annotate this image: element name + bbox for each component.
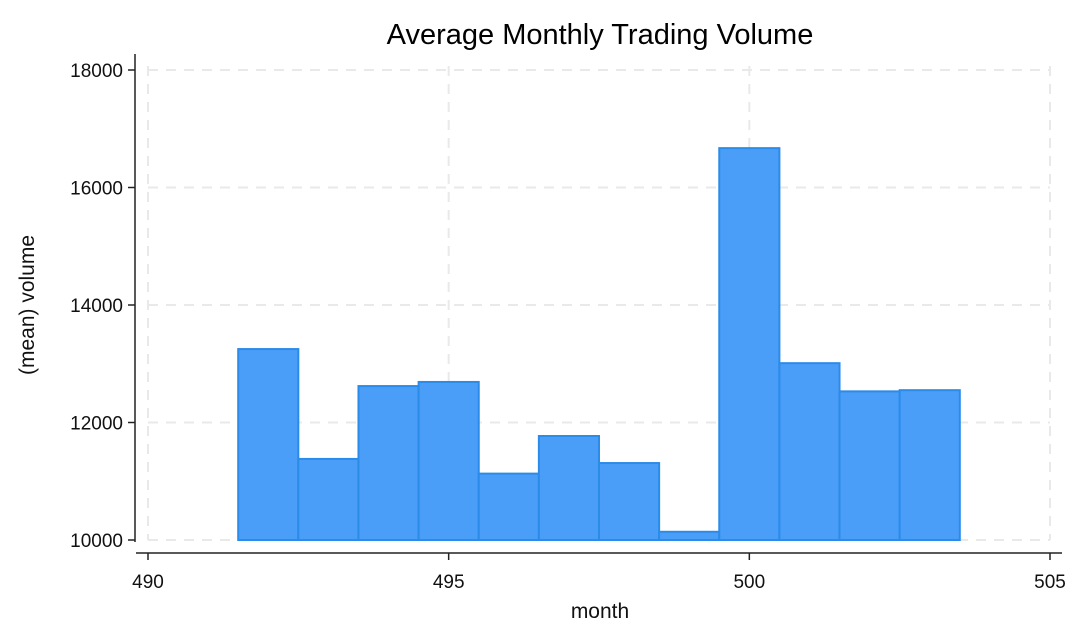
bar-month-492 <box>237 348 300 541</box>
chart-title: Average Monthly Trading Volume <box>387 19 814 51</box>
tick-labels: 10000 12000 14000 16000 18000 490 495 500 505 <box>70 61 1066 593</box>
bar-month-501 <box>778 362 841 541</box>
x-tick-label: 490 <box>132 572 164 593</box>
bar-month-494 <box>357 385 420 542</box>
y-tick-label: 16000 <box>70 179 123 200</box>
x-axis-label: month <box>571 600 629 623</box>
bar-month-502 <box>838 390 901 541</box>
bar-month-496 <box>477 472 540 541</box>
bar-month-498 <box>598 462 661 542</box>
x-tick-label: 500 <box>733 572 765 593</box>
bar-month-493 <box>297 457 360 541</box>
y-tick-label: 10000 <box>70 531 123 552</box>
bar-month-499 <box>658 530 721 542</box>
bar-month-503 <box>898 389 961 541</box>
x-tick-label: 505 <box>1034 572 1066 593</box>
x-tick-label: 495 <box>433 572 465 593</box>
y-tick-label: 14000 <box>70 296 123 317</box>
bar-month-500 <box>718 147 781 541</box>
y-tick-label: 18000 <box>70 61 123 82</box>
y-tick-label: 12000 <box>70 414 123 435</box>
bar-month-497 <box>537 435 600 542</box>
bar-series <box>237 147 961 542</box>
y-axis-label: (mean) volume <box>16 235 39 375</box>
bar-month-495 <box>417 380 480 541</box>
axes <box>128 54 1062 560</box>
